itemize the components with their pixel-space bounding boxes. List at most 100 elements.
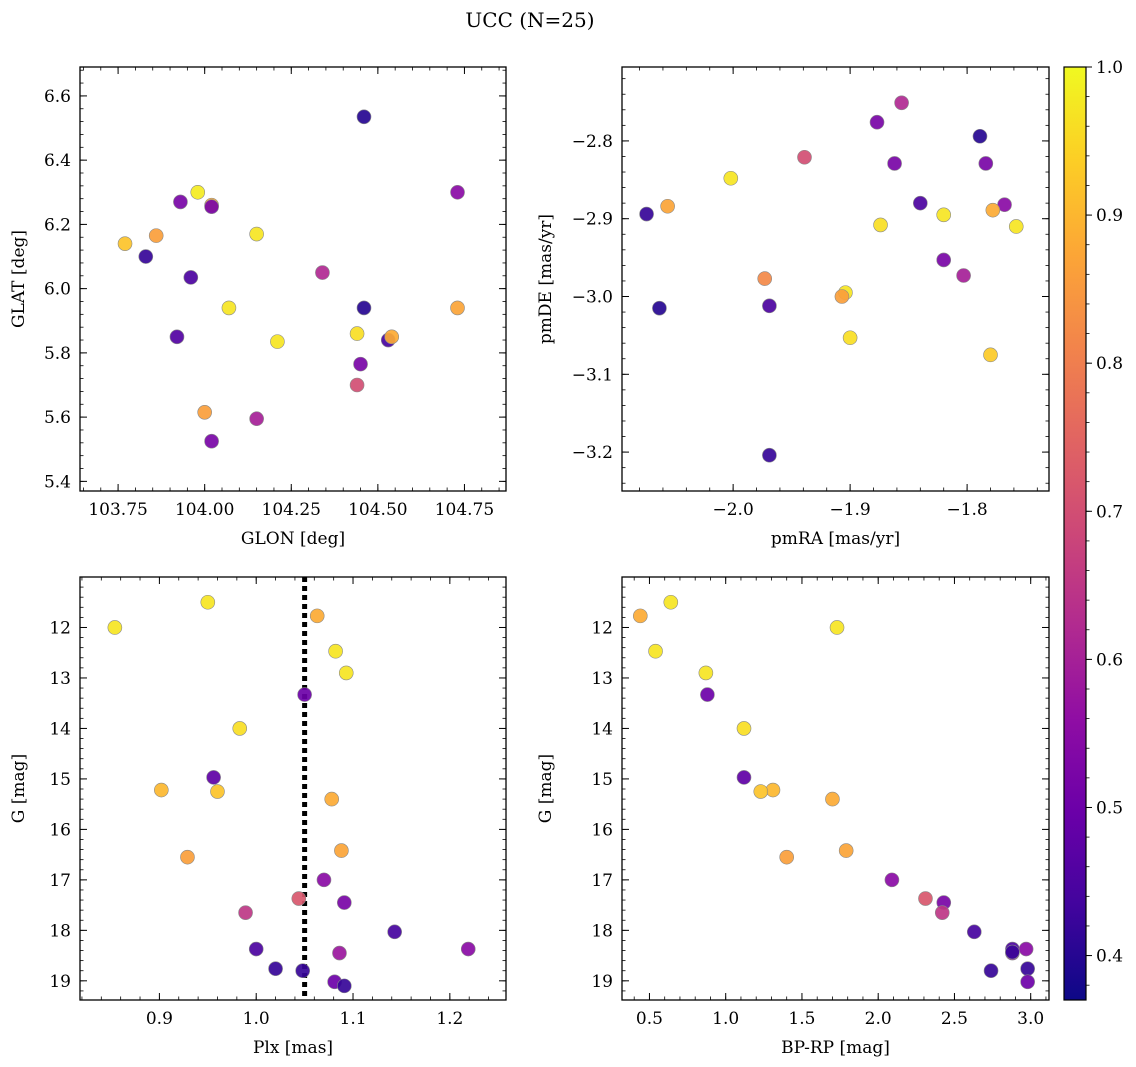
colorbar-gradient [1063, 66, 1087, 1001]
data-point [450, 184, 465, 200]
y-tick-label: 15 [591, 770, 613, 790]
data-point [894, 95, 909, 111]
data-point [983, 963, 999, 979]
y-tick-label: 6.2 [44, 215, 71, 235]
data-point [353, 356, 368, 372]
data-point [873, 217, 888, 233]
data-point [338, 665, 354, 681]
y-tick-label: 5.6 [44, 408, 71, 428]
plots-layer: 103.75 104.00 104.25 104.50 104.75 5.4 5.6 5.8 6… [9, 66, 1050, 1058]
data-point [1005, 944, 1020, 960]
y-tick-label: −2.8 [572, 132, 613, 152]
x-tick-label: 104.50 [348, 500, 407, 520]
y-tick-label: −3.1 [572, 365, 613, 385]
panel-plx-g: 0.9 1.0 1.1 1.2 12 13 14 15 16 17 18 19 Plx [mas] G [… [9, 576, 507, 1058]
y-tick-label: 18 [591, 921, 613, 941]
y-tick-label: 14 [49, 719, 71, 739]
data-point [169, 329, 185, 345]
y-tick-label: 14 [591, 719, 613, 739]
data-point [349, 377, 365, 393]
x-tick-label: 104.75 [435, 500, 494, 520]
y-tick-label: 12 [591, 618, 613, 638]
figure-title: UCC (N=25) [465, 8, 594, 32]
colorbar-tick-label: 1.0 [1096, 58, 1123, 78]
axes-frame [621, 66, 1050, 492]
x-tick-label: 0.9 [146, 1009, 173, 1029]
points [639, 95, 1024, 463]
colorbar-tick-label: 0.8 [1096, 354, 1123, 374]
data-point [838, 843, 854, 858]
data-point [978, 156, 994, 171]
data-point [117, 236, 133, 251]
x-tick-label: 1.2 [436, 1009, 463, 1029]
data-point [356, 300, 372, 316]
data-point [107, 620, 123, 635]
data-point [825, 791, 840, 807]
data-point [316, 872, 332, 888]
data-point [779, 849, 795, 865]
data-point [249, 411, 264, 427]
data-point [221, 300, 237, 316]
data-point [765, 782, 781, 798]
data-point [337, 895, 352, 910]
data-point [249, 226, 264, 242]
y-tick-label: 13 [591, 669, 613, 689]
data-point [797, 149, 812, 165]
y-tick-label: 6.0 [44, 280, 71, 300]
x-axis-label: GLON [deg] [241, 529, 345, 549]
data-point [648, 643, 663, 659]
data-point [884, 872, 900, 888]
colorbar-tick-label: 0.4 [1096, 947, 1123, 967]
data-point [190, 184, 206, 200]
data-point [887, 156, 902, 171]
x-tick-label: −1.9 [829, 500, 870, 520]
y-tick-label: 18 [49, 921, 71, 941]
data-point [268, 961, 283, 977]
data-point [204, 199, 219, 215]
data-point [387, 924, 402, 940]
y-tick-label: 6.4 [44, 151, 71, 171]
data-point [736, 770, 752, 785]
data-point [753, 784, 769, 799]
x-tick-label: 104.25 [262, 500, 321, 520]
data-point [1018, 941, 1034, 957]
data-point [356, 109, 372, 125]
x-tick-label: 3.0 [1017, 1009, 1044, 1029]
data-point [956, 268, 971, 283]
data-point [936, 252, 952, 268]
data-point [460, 941, 476, 957]
data-point [197, 405, 212, 420]
points [107, 594, 476, 994]
data-point [315, 265, 330, 280]
data-point [652, 300, 667, 316]
data-point [660, 198, 675, 214]
data-point [936, 207, 952, 223]
data-point [291, 891, 307, 906]
data-point [663, 594, 679, 610]
y-tick-label: 6.6 [44, 87, 71, 107]
data-point [834, 289, 850, 304]
y-tick-label: 5.8 [44, 344, 71, 364]
y-tick-label: −3.0 [572, 288, 613, 308]
axes-frame [79, 66, 507, 492]
data-point [918, 891, 933, 906]
x-tick-label: 1.1 [340, 1009, 367, 1029]
data-point [723, 170, 739, 186]
data-point [842, 330, 858, 346]
data-point [154, 782, 169, 798]
data-point [337, 978, 352, 994]
panel-bprp-g: 0.5 1.0 1.5 2.0 2.5 3.0 12 13 14 15 16 17 18 19 BP-RP … [536, 576, 1050, 1058]
data-point [757, 271, 773, 286]
data-point [210, 784, 225, 799]
data-point [232, 721, 248, 736]
data-point [270, 334, 285, 349]
y-axis-label: pmDE [mas/yr] [536, 214, 556, 344]
y-tick-label: −2.9 [572, 210, 613, 230]
data-point [238, 905, 253, 920]
data-point [736, 721, 752, 736]
y-tick-label: −3.2 [572, 443, 613, 463]
data-point [985, 202, 1001, 218]
y-tick-label: 17 [591, 871, 613, 891]
x-tick-label: 1.0 [712, 1009, 739, 1029]
